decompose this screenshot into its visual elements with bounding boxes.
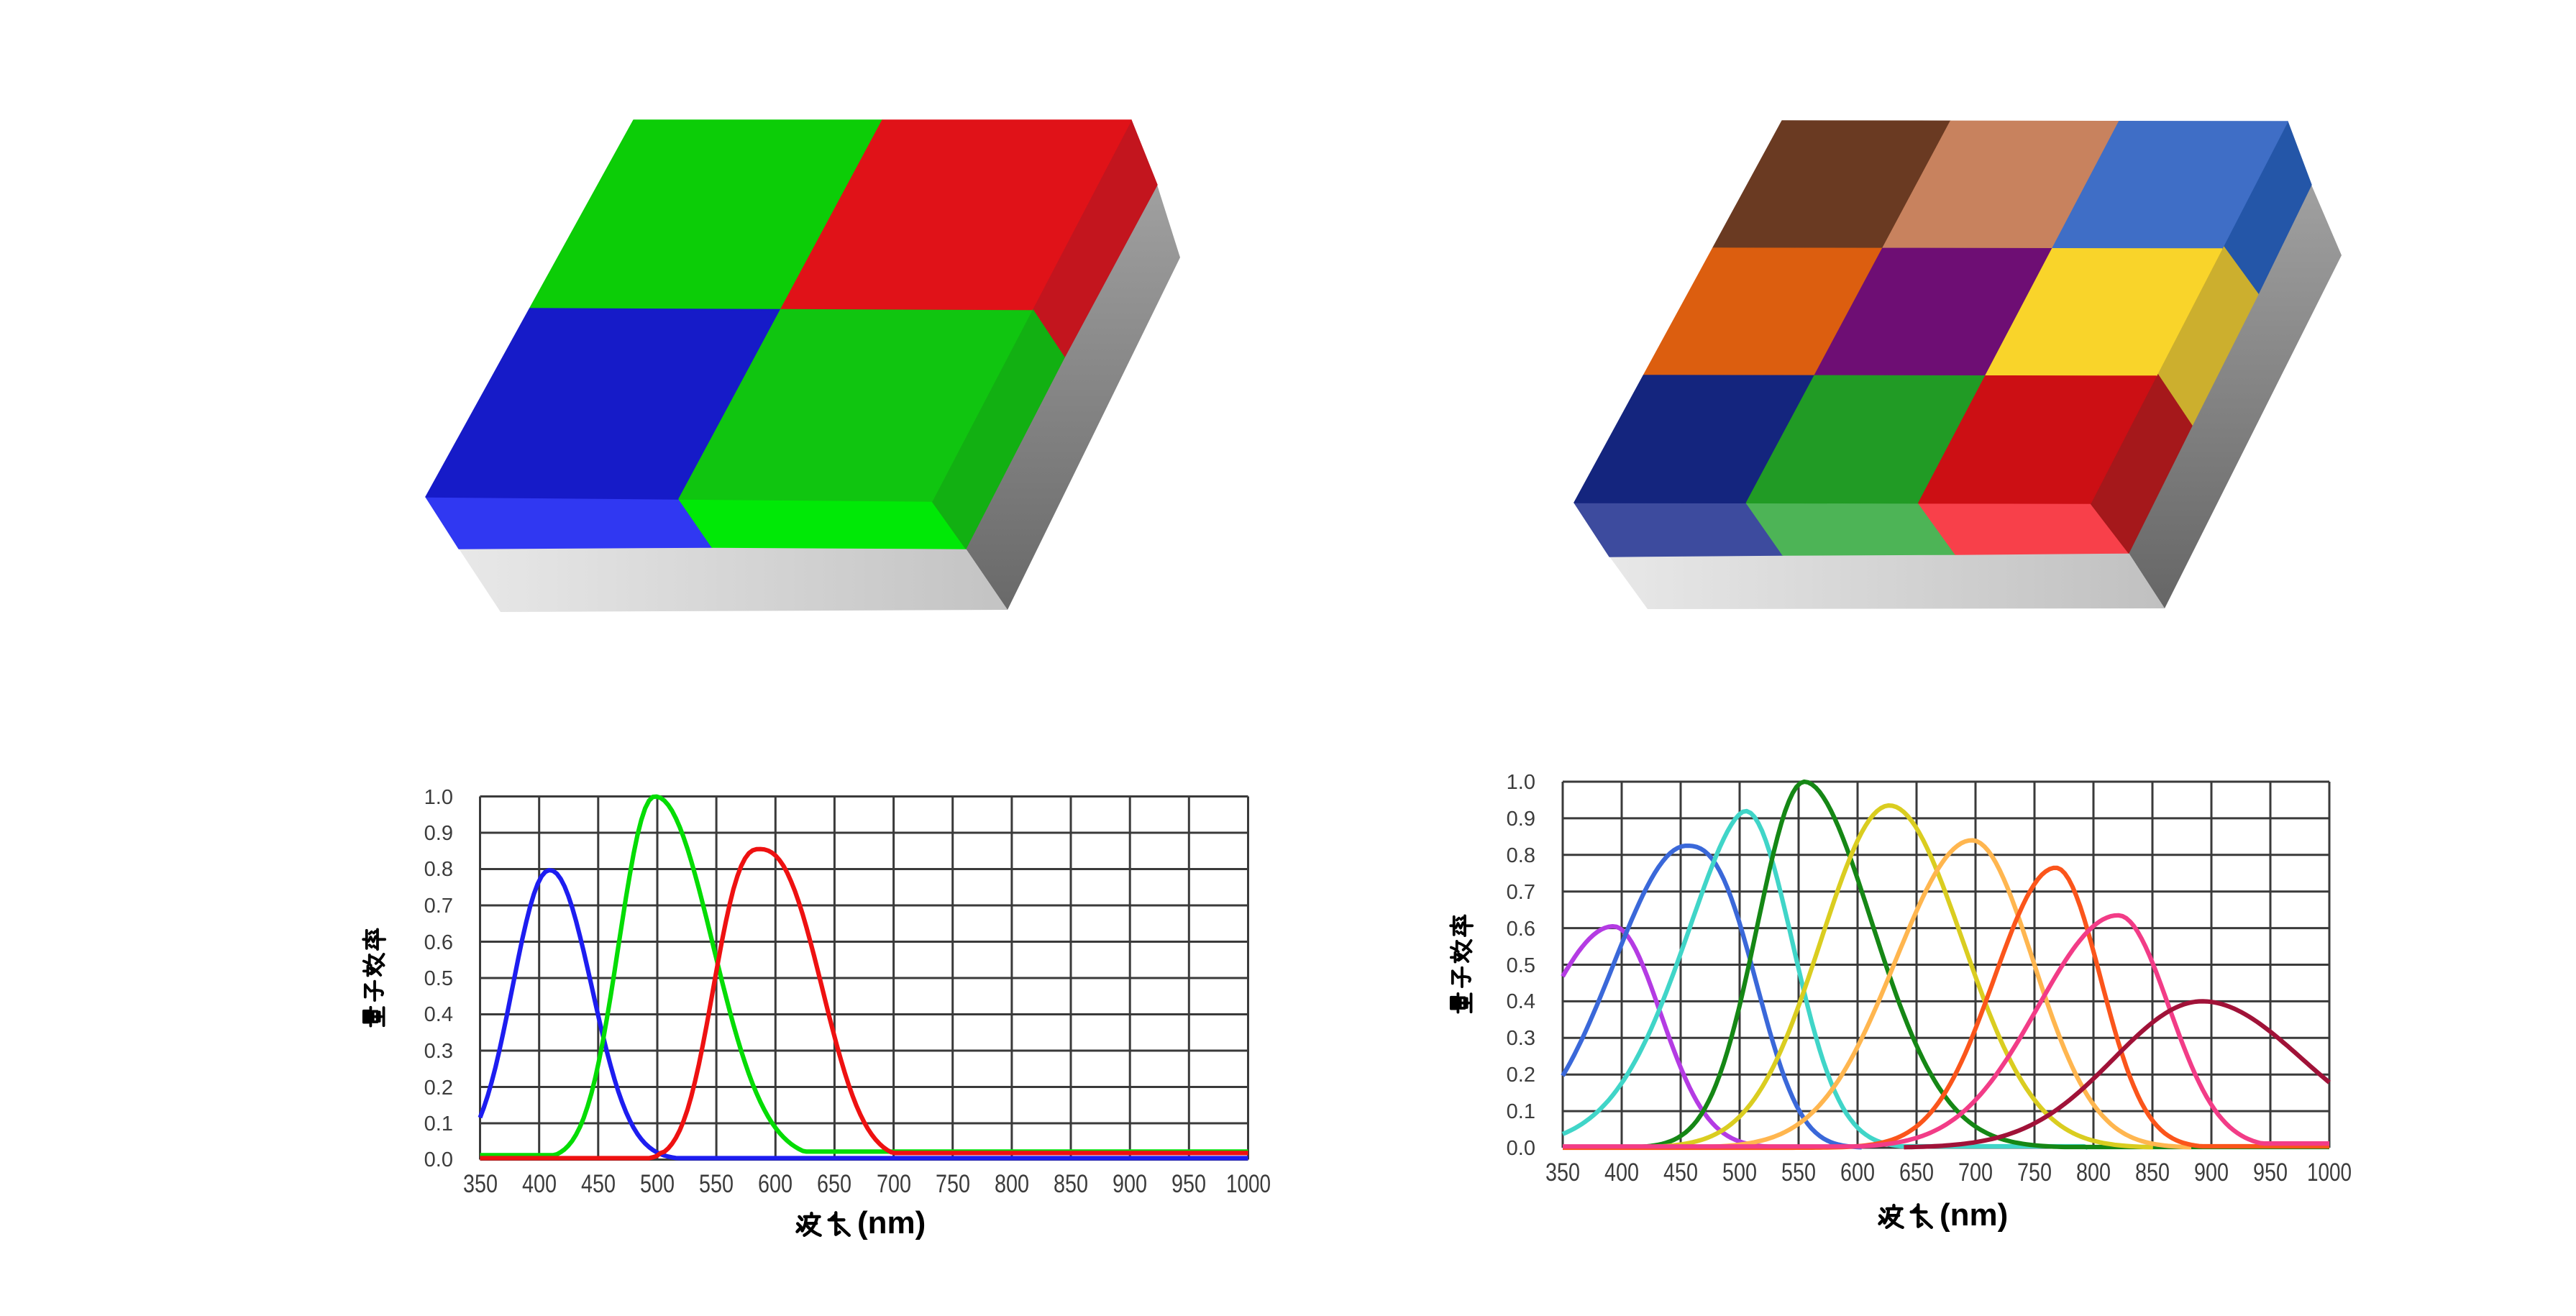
svg-text:0.7: 0.7	[1507, 881, 1535, 904]
svg-text:450: 450	[581, 1170, 616, 1198]
svg-text:650: 650	[1899, 1159, 1934, 1187]
svg-text:0.0: 0.0	[1507, 1137, 1535, 1160]
svg-text:400: 400	[522, 1170, 557, 1198]
svg-text:700: 700	[877, 1170, 911, 1198]
svg-text:0.6: 0.6	[424, 931, 453, 954]
svg-text:0.2: 0.2	[424, 1077, 453, 1100]
svg-text:650: 650	[817, 1170, 851, 1198]
svg-text:750: 750	[2017, 1159, 2052, 1187]
svg-text:0.3: 0.3	[424, 1040, 453, 1063]
svg-text:(nm): (nm)	[1940, 1197, 2008, 1233]
svg-text:0.5: 0.5	[1507, 954, 1535, 977]
svg-text:0.8: 0.8	[1507, 844, 1535, 867]
svg-text:0.5: 0.5	[424, 967, 453, 990]
svg-text:950: 950	[1171, 1170, 1206, 1198]
svg-text:450: 450	[1663, 1159, 1698, 1187]
svg-text:350: 350	[463, 1170, 498, 1198]
svg-text:400: 400	[1604, 1159, 1639, 1187]
svg-text:500: 500	[1722, 1159, 1757, 1187]
svg-text:750: 750	[936, 1170, 970, 1198]
svg-text:(nm): (nm)	[857, 1205, 926, 1240]
svg-text:0.8: 0.8	[424, 858, 453, 881]
svg-text:600: 600	[1840, 1159, 1875, 1187]
svg-text:950: 950	[2253, 1159, 2288, 1187]
svg-text:0.1: 0.1	[424, 1112, 453, 1135]
svg-text:0.0: 0.0	[424, 1148, 453, 1171]
svg-text:800: 800	[2076, 1159, 2111, 1187]
svg-text:550: 550	[699, 1170, 734, 1198]
svg-text:600: 600	[758, 1170, 793, 1198]
svg-text:0.4: 0.4	[1507, 990, 1535, 1013]
svg-text:1.0: 1.0	[1507, 771, 1535, 794]
svg-text:800: 800	[995, 1170, 1029, 1198]
svg-text:0.2: 0.2	[1507, 1064, 1535, 1087]
svg-text:0.1: 0.1	[1507, 1100, 1535, 1123]
svg-text:850: 850	[1054, 1170, 1088, 1198]
svg-text:500: 500	[640, 1170, 675, 1198]
svg-text:350: 350	[1545, 1159, 1580, 1187]
svg-text:1000: 1000	[2307, 1159, 2352, 1187]
svg-text:1000: 1000	[1226, 1170, 1271, 1198]
svg-text:1.0: 1.0	[424, 786, 453, 809]
svg-text:0.4: 0.4	[424, 1003, 453, 1026]
svg-text:0.9: 0.9	[424, 822, 453, 845]
svg-text:850: 850	[2135, 1159, 2170, 1187]
svg-text:0.7: 0.7	[424, 895, 453, 918]
svg-text:0.9: 0.9	[1507, 808, 1535, 831]
svg-text:550: 550	[1781, 1159, 1816, 1187]
svg-text:0.6: 0.6	[1507, 918, 1535, 941]
svg-text:900: 900	[2194, 1159, 2229, 1187]
svg-text:900: 900	[1113, 1170, 1147, 1198]
svg-text:0.3: 0.3	[1507, 1027, 1535, 1050]
svg-text:700: 700	[1958, 1159, 1993, 1187]
